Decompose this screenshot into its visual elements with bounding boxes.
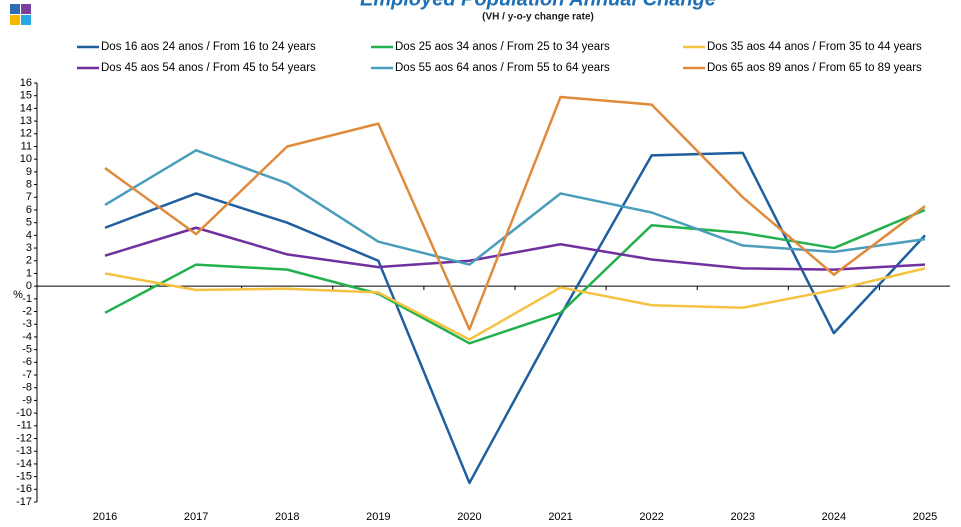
- y-tick-label: 1: [26, 267, 32, 279]
- y-tick-label: 4: [26, 229, 32, 241]
- y-tick-label: 15: [20, 90, 32, 102]
- legend-label: Dos 16 aos 24 anos / From 16 to 24 years: [101, 41, 316, 53]
- y-tick-label: 6: [26, 204, 32, 216]
- y-tick-label: 14: [20, 102, 32, 114]
- y-tick-label: 3: [26, 242, 32, 254]
- legend-label: Dos 25 aos 34 anos / From 25 to 34 years: [395, 41, 610, 53]
- y-tick-label: 8: [26, 178, 32, 190]
- x-tick-label: 2017: [184, 511, 208, 523]
- y-tick-label: -15: [16, 471, 32, 483]
- y-tick-label: -2: [22, 305, 32, 317]
- y-tick-label: 2: [26, 255, 32, 267]
- y-tick-label: -17: [16, 496, 32, 508]
- y-tick-label: -9: [22, 394, 32, 406]
- y-tick-label: -13: [16, 445, 32, 457]
- y-tick-label: 5: [26, 217, 32, 229]
- y-tick-label: -10: [16, 407, 32, 419]
- x-tick-label: 2023: [731, 511, 755, 523]
- x-tick-label: 2016: [93, 511, 117, 523]
- y-tick-label: 0: [26, 280, 32, 292]
- y-axis-label: %: [13, 289, 23, 301]
- y-tick-label: -1: [22, 293, 32, 305]
- y-tick-label: -6: [22, 356, 32, 368]
- x-tick-label: 2020: [457, 511, 481, 523]
- logo: [10, 4, 31, 25]
- y-tick-label: -16: [16, 483, 32, 495]
- y-tick-label: -4: [22, 331, 32, 343]
- y-tick-label: -8: [22, 382, 32, 394]
- y-tick-label: -11: [17, 420, 32, 432]
- series-line: [104, 226, 926, 271]
- series-line: [104, 149, 926, 266]
- legend-label: Dos 45 aos 54 anos / From 45 to 54 years: [101, 62, 316, 74]
- x-tick-label: 2021: [548, 511, 572, 523]
- legend-label: Dos 35 aos 44 anos / From 35 to 44 years: [707, 41, 922, 53]
- chart-subtitle: (VH / y-o-y change rate): [482, 12, 594, 23]
- y-tick-label: 16: [20, 77, 32, 89]
- y-tick-label: -7: [22, 369, 32, 381]
- x-tick-label: 2019: [366, 511, 390, 523]
- y-tick-label: -5: [22, 344, 32, 356]
- series-line: [104, 267, 926, 341]
- x-tick-label: 2022: [639, 511, 663, 523]
- x-tick-label: 2024: [822, 511, 846, 523]
- legend-label: Dos 55 aos 64 anos / From 55 to 64 years: [395, 62, 610, 74]
- legend-label: Dos 65 aos 89 anos / From 65 to 89 years: [707, 62, 922, 74]
- y-tick-label: -3: [22, 318, 32, 330]
- y-tick-label: -14: [16, 458, 32, 470]
- chart-title: Employed Population Annual Change: [360, 0, 716, 10]
- y-tick-label: 12: [20, 128, 32, 140]
- x-tick-label: 2018: [275, 511, 299, 523]
- y-tick-label: 13: [20, 115, 32, 127]
- y-tick-label: 11: [21, 140, 32, 152]
- series-line: [104, 95, 926, 331]
- series-line: [104, 208, 926, 345]
- y-tick-label: 7: [26, 191, 32, 203]
- series-line: [104, 151, 926, 485]
- y-tick-label: 10: [20, 153, 32, 165]
- x-tick-label: 2025: [913, 511, 937, 523]
- y-tick-label: 9: [26, 166, 32, 178]
- y-tick-label: -12: [16, 432, 32, 444]
